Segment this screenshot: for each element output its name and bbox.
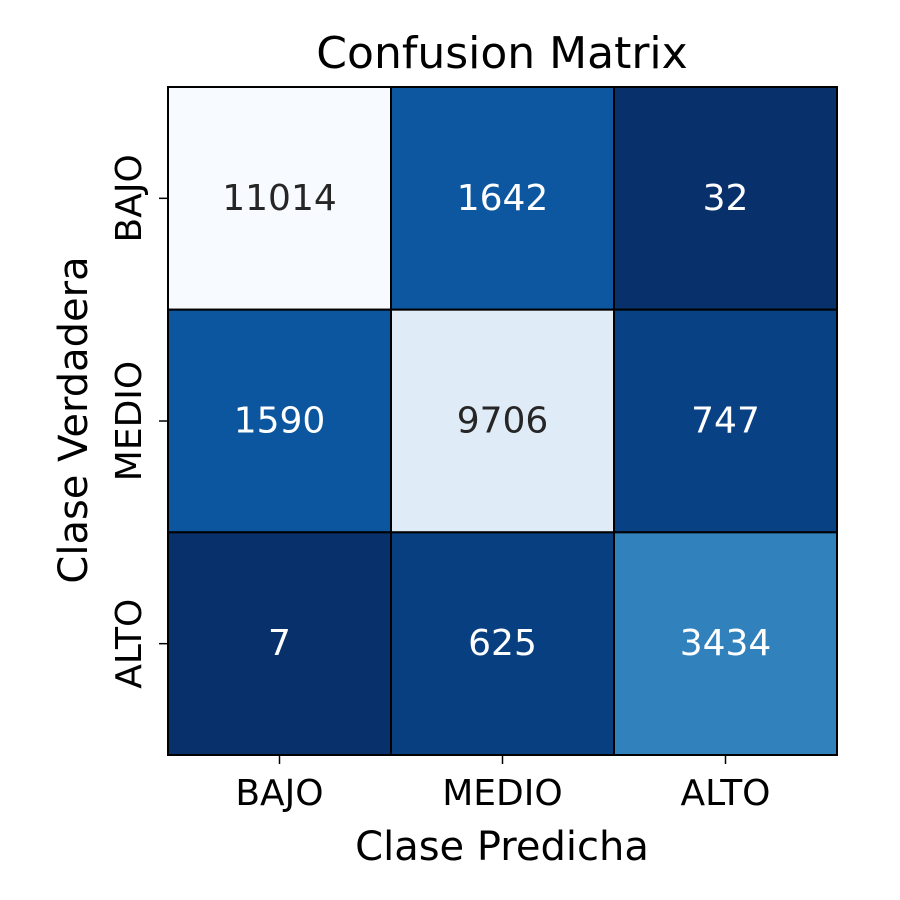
heatmap-cell-0-0 — [167, 86, 392, 311]
cell-value-label-2-0: 7 — [268, 623, 291, 664]
cell-value-label-2-2: 3434 — [680, 623, 772, 664]
heatmap-cell-0-1 — [390, 86, 615, 311]
y-tick-label: MEDIO — [109, 361, 150, 481]
x-axis-label: Clase Predicha — [355, 824, 649, 870]
heatmap-cells — [167, 86, 838, 756]
x-tick-label: ALTO — [680, 773, 770, 814]
y-axis-label: Clase Verdadera — [51, 256, 97, 583]
cell-value-label-1-0: 1590 — [234, 401, 326, 442]
heatmap-cell-labels: 11014 1642 32 1590 9706 747 7 625 3434 — [222, 178, 771, 664]
heatmap-cell-1-0 — [167, 308, 392, 534]
heatmap-cell-0-2 — [613, 86, 838, 311]
chart-title: Confusion Matrix — [316, 28, 687, 79]
cell-value-label-0-2: 32 — [703, 178, 749, 219]
x-tick-label: BAJO — [235, 773, 323, 814]
x-tick-label: MEDIO — [442, 773, 562, 814]
y-axis: BAJO MEDIO ALTO — [109, 154, 168, 689]
heatmap-cell-1-2 — [613, 308, 838, 534]
y-tick-label: ALTO — [109, 599, 150, 689]
heatmap-cell-2-1 — [390, 531, 615, 756]
y-tick-label: BAJO — [109, 154, 150, 242]
cell-value-label-0-1: 1642 — [457, 178, 549, 219]
cell-value-label-2-1: 625 — [468, 623, 537, 664]
cell-value-label-0-0: 11014 — [222, 178, 337, 219]
heatmap-cell-1-1 — [390, 308, 615, 534]
cell-value-label-1-2: 747 — [691, 401, 760, 442]
cell-value-label-1-1: 9706 — [457, 401, 549, 442]
x-axis: BAJO MEDIO ALTO — [235, 755, 771, 814]
